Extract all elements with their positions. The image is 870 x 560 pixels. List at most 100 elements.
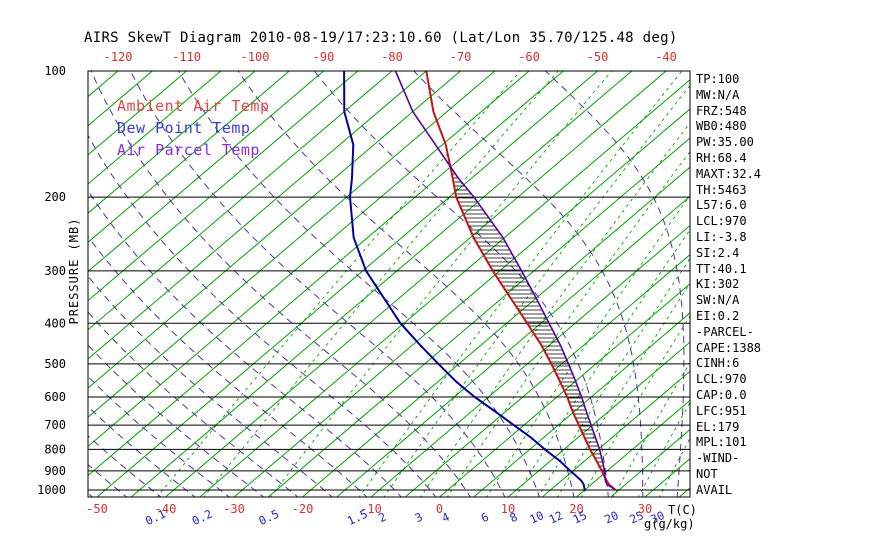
isotherm-line (199, 79, 690, 497)
mixing-ratio-line (486, 194, 690, 497)
moist-adiabat-line (88, 189, 402, 497)
bottom-temp-tick-label: -20 (292, 502, 314, 516)
isotherm-line (88, 71, 496, 418)
mixing-ratio-tick-label: 0.5 (256, 507, 281, 528)
stats-panel: TP:100 MW:N/A FRZ:548 WB0:480 PW:35.00 RH:68.… (696, 72, 761, 499)
isotherm-line (336, 195, 690, 497)
mixing-ratio-line (420, 122, 690, 497)
legend-ambient-air-temp: Ambient Air Temp (117, 97, 270, 115)
moist-adiabat-line (88, 405, 196, 497)
stat-item: L57:6.0 (696, 198, 747, 213)
stat-item: SI:2.4 (696, 245, 740, 260)
stat-item: EL:179 (696, 419, 740, 434)
stat-item: MW:N/A (696, 87, 740, 102)
bottom-temp-tick-label: 0 (436, 502, 443, 516)
pressure-tick-label: 500 (44, 357, 66, 371)
isotherm-line (88, 71, 187, 156)
isotherm-line (88, 71, 427, 360)
mixing-ratio-line (203, 71, 559, 497)
mixing-ratio-line (537, 257, 690, 497)
bottom-temp-tick-label: -10 (360, 502, 382, 516)
legend-air-parcel-temp: Air Parcel Temp (117, 141, 260, 159)
stat-item: CAPE:1388 (696, 340, 762, 355)
stat-item: TH:5463 (696, 182, 747, 197)
stat-item: LFC:951 (696, 403, 747, 418)
pressure-tick-label: 200 (44, 190, 66, 204)
moist-adiabat-line (0, 64, 26, 499)
stat-item: PW:35.00 (696, 135, 754, 150)
isotherm-line (370, 224, 690, 497)
mixing-ratio-tick-label: 6 (479, 510, 491, 526)
isotherm-line (96, 71, 598, 497)
mixing-ratio-tick-label: 4 (439, 510, 451, 526)
stat-item: EI:0.2 (696, 308, 740, 323)
isotherm-line (88, 71, 256, 214)
isotherm-line (302, 166, 690, 497)
bottom-temp-tick-label: 30 (638, 502, 652, 516)
top-temp-tick-label: -80 (381, 50, 403, 64)
mixing-ratio-line (358, 71, 683, 497)
moist-adiabat-line (129, 71, 506, 497)
isotherm-line (541, 370, 690, 497)
stat-item: LCL:970 (696, 372, 747, 387)
isotherm-line (233, 108, 690, 497)
pressure-tick-label: 600 (44, 390, 66, 404)
isotherm-line (130, 71, 633, 497)
mixing-ratio-tick-label: 10 (527, 508, 546, 527)
mixing-ratio-line (383, 84, 690, 497)
mixing-ratio-tick-label: 20 (602, 508, 621, 527)
stat-item: NOT (696, 466, 718, 481)
ambient-temp-curve (425, 71, 617, 491)
pressure-tick-label: 400 (44, 316, 66, 330)
mixing-ratio-line (269, 71, 613, 497)
stat-item: MAXT:32.4 (696, 166, 762, 181)
isotherm-line (88, 71, 324, 273)
mixing-ratio-unit-label: g(g/kg) (644, 517, 695, 531)
stat-item: LI:-3.8 (696, 229, 747, 244)
isotherm-line (576, 399, 690, 497)
pressure-tick-label: 900 (44, 464, 66, 478)
pressure-tick-label: 800 (44, 442, 66, 456)
top-temp-tick-label: -110 (172, 50, 201, 64)
pressure-tick-label: 300 (44, 264, 66, 278)
stat-item: AVAIL (696, 482, 733, 497)
top-temp-tick-label: -60 (518, 50, 540, 64)
top-temp-tick-label: -40 (655, 50, 677, 64)
top-temp-tick-label: -50 (587, 50, 609, 64)
legend-dew-point-temp: Dew Point Temp (117, 119, 251, 137)
parcel-temp-curve (394, 71, 617, 491)
top-temp-tick-label: -120 (104, 50, 133, 64)
isotherm-line (165, 71, 667, 497)
mixing-ratio-tick-label: 12 (547, 508, 565, 527)
mixing-ratio-line (156, 71, 521, 497)
isotherm-line (439, 283, 690, 497)
pressure-tick-label: 700 (44, 418, 66, 432)
moist-adiabat-line (0, 64, 61, 499)
moist-adiabat-line (237, 71, 575, 497)
stat-item: KI:302 (696, 277, 740, 292)
chart-title: AIRS SkewT Diagram 2010-08-19/17:23:10.6… (84, 30, 678, 46)
stat-item: MPL:101 (696, 435, 747, 450)
isotherm-line (88, 71, 290, 243)
bottom-temp-tick-label: 20 (569, 502, 583, 516)
stat-item: CINH:6 (696, 356, 740, 371)
isotherm-line (88, 71, 222, 185)
mixing-ratio-tick-label: 0.2 (190, 507, 215, 528)
stat-item: TP:100 (696, 72, 740, 86)
moist-adiabat-line (88, 463, 128, 497)
isotherm-line (88, 71, 530, 448)
isotherm-line (88, 71, 393, 331)
top-temp-tick-label: -70 (450, 50, 472, 64)
plot-border (87, 70, 691, 498)
top-temp-tick-label: -100 (241, 50, 270, 64)
stat-item: SW:N/A (696, 293, 740, 308)
top-temp-tick-label: -90 (313, 50, 335, 64)
bottom-temp-tick-label: -50 (86, 502, 108, 516)
mixing-ratio-line (514, 229, 690, 497)
isotherm-line (88, 71, 564, 477)
isotherm-line (267, 137, 690, 497)
stat-item: CAP:0.0 (696, 387, 747, 402)
mixing-ratio-tick-label: 2 (376, 510, 388, 526)
